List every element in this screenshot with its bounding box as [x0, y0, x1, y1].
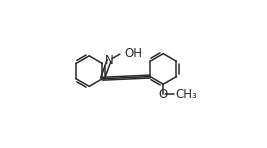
Text: CH₃: CH₃: [175, 88, 197, 101]
Text: OH: OH: [124, 47, 142, 60]
Text: N: N: [105, 54, 113, 67]
Text: O: O: [159, 88, 168, 101]
